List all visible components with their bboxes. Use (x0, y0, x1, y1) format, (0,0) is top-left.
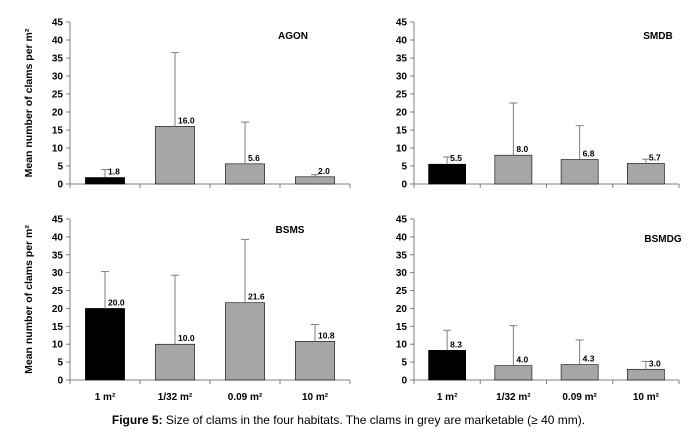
category-label: 0.09 m² (562, 392, 597, 403)
bar (155, 343, 195, 381)
bar (295, 176, 335, 185)
y-tick-label: 30 (396, 72, 408, 83)
data-label: 20.0 (108, 297, 125, 307)
y-tick-label: 35 (52, 250, 64, 261)
y-tick-label: 25 (52, 286, 64, 297)
bar (627, 163, 665, 185)
y-tick-label: 20 (52, 304, 64, 315)
category-label: 1/32 m² (158, 392, 193, 403)
bar (428, 350, 466, 381)
bar (428, 163, 466, 185)
y-tick-label: 5 (57, 358, 63, 369)
data-label: 5.6 (248, 153, 260, 163)
data-label: 8.0 (516, 144, 528, 154)
y-tick-label: 20 (396, 108, 408, 119)
y-tick-label: 40 (52, 232, 64, 243)
y-tick-label: 30 (52, 72, 64, 83)
y-tick-label: 0 (401, 376, 407, 387)
bar (494, 154, 533, 185)
y-axis-label: Mean number of clams per m² (23, 225, 35, 374)
category-label: 1 m² (437, 392, 458, 403)
panel-title: BSMS (276, 225, 305, 236)
data-label: 16.0 (178, 115, 195, 125)
data-label: 1.8 (108, 167, 120, 177)
data-label: 5.7 (649, 152, 661, 162)
bar (85, 177, 125, 185)
y-tick-label: 30 (52, 268, 64, 279)
data-label: 6.8 (583, 149, 595, 159)
data-label: 2.0 (318, 166, 330, 176)
chart-panels: 0 5 10 15 20 25 30 35 40 45 Mean number of clams p… (23, 18, 682, 404)
y-tick-label: 10 (52, 144, 64, 155)
category-label: 1/32 m² (496, 392, 531, 403)
data-label: 5.5 (450, 153, 462, 163)
y-tick-label: 40 (52, 36, 64, 47)
bar (155, 126, 195, 185)
caption-label: Figure 5: (111, 413, 163, 427)
data-label: 10.0 (178, 333, 195, 343)
y-tick-label: 0 (57, 376, 63, 387)
bar (225, 163, 265, 185)
y-tick-label: 15 (52, 126, 64, 137)
y-tick-label: 30 (396, 268, 408, 279)
y-tick-label: 45 (52, 18, 64, 29)
y-tick-label: 25 (52, 90, 64, 101)
y-tick-label: 5 (57, 162, 63, 173)
category-label: 0.09 m² (228, 392, 263, 403)
bar (494, 365, 533, 381)
y-tick-label: 0 (57, 180, 63, 191)
data-label: 8.3 (450, 339, 462, 349)
y-tick-label: 20 (52, 108, 64, 119)
y-tick-label: 0 (401, 180, 407, 191)
caption-text: Size of clams in the four habitats. The … (162, 413, 586, 427)
panel-title: SMDB (643, 31, 672, 42)
y-tick-label: 35 (396, 54, 408, 65)
y-tick-label: 10 (52, 340, 64, 351)
category-label: 10 m² (633, 392, 660, 403)
y-tick-label: 20 (396, 304, 408, 315)
y-tick-label: 45 (396, 215, 408, 226)
bar (225, 302, 265, 381)
panel-title: AGON (278, 31, 308, 42)
bar (560, 364, 599, 381)
y-tick-label: 15 (396, 322, 408, 333)
y-tick-label: 40 (396, 232, 408, 243)
bar (295, 341, 335, 381)
category-label: 1 m² (95, 392, 116, 403)
panel-title: BSMDG (644, 234, 681, 245)
data-label: 4.3 (583, 354, 595, 364)
figure-caption: Figure 5: Size of clams in the four habi… (0, 413, 697, 427)
bar (627, 368, 665, 381)
y-tick-label: 45 (396, 18, 408, 29)
bar (85, 308, 125, 381)
data-label: 4.0 (516, 355, 528, 365)
y-tick-label: 5 (401, 358, 407, 369)
y-tick-label: 40 (396, 36, 408, 47)
y-tick-label: 25 (396, 286, 408, 297)
bar (560, 159, 599, 185)
y-tick-label: 35 (396, 250, 408, 261)
y-tick-label: 35 (52, 54, 64, 65)
y-tick-label: 10 (396, 144, 408, 155)
y-axis-label: Mean number of clams per m² (23, 28, 35, 177)
y-tick-label: 5 (401, 162, 407, 173)
y-tick-label: 15 (52, 322, 64, 333)
data-label: 10.8 (318, 330, 335, 340)
y-tick-label: 15 (396, 126, 408, 137)
y-tick-label: 10 (396, 340, 408, 351)
y-tick-label: 45 (52, 215, 64, 226)
category-label: 10 m² (302, 392, 329, 403)
y-tick-label: 25 (396, 90, 408, 101)
data-label: 3.0 (649, 358, 661, 368)
data-label: 21.6 (248, 292, 265, 302)
